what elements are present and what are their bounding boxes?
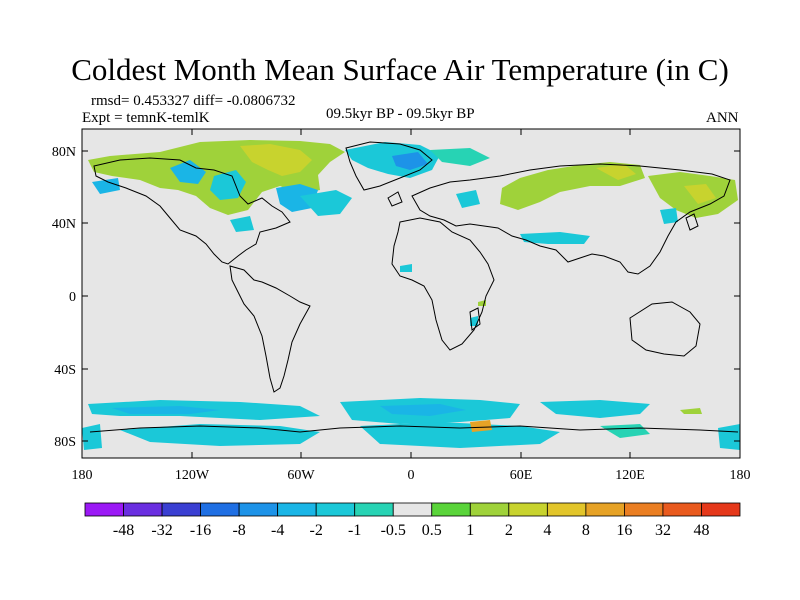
colorbar-swatch <box>277 502 317 517</box>
season-text: ANN <box>706 110 739 126</box>
coast-africa <box>391 217 495 351</box>
lon-label-60w: 60W <box>287 468 315 483</box>
colorbar-swatch <box>585 502 625 517</box>
colorbar-label: -32 <box>151 522 172 539</box>
colorbar-swatch <box>200 502 240 517</box>
patch-alaska-blue <box>92 178 120 194</box>
colorbar-swatch <box>161 502 201 517</box>
colorbar-swatch <box>546 502 587 517</box>
colorbar-swatch <box>123 502 163 517</box>
coast-japan <box>685 213 699 231</box>
lon-label-60e: 60E <box>510 468 533 483</box>
coast-australia <box>629 301 701 357</box>
colorbar-label: 16 <box>616 522 632 539</box>
colorbar-swatch <box>315 502 356 517</box>
colorbar-label: 32 <box>655 522 671 539</box>
patch-antarctica-edge-east <box>718 424 740 450</box>
patch-southern-ocean-west-blue <box>112 406 220 414</box>
colorbar-swatch <box>624 502 664 517</box>
colorbar-swatch <box>701 502 741 517</box>
lon-label-180w: 180 <box>72 468 93 483</box>
experiment-text: Expt = temnK-temlK <box>82 110 210 126</box>
patch-greenland-cyan <box>345 142 440 178</box>
coastlines <box>89 141 739 433</box>
patch-canada-blue <box>170 160 206 184</box>
patch-norway-teal <box>430 148 490 166</box>
patch-antarctica-orange <box>470 420 492 432</box>
patch-europe-cyan <box>456 190 480 208</box>
patch-siberia-yellow <box>596 164 636 180</box>
colorbar-label: 0.5 <box>422 522 442 539</box>
colorbar-swatch <box>469 502 510 517</box>
patch-arctic-yellow <box>240 144 312 176</box>
colorbar-label: -8 <box>232 522 245 539</box>
lon-label-120w: 120W <box>175 468 210 483</box>
colorbar-swatch <box>431 502 471 517</box>
lat-label-80s: 80S <box>54 435 76 450</box>
patch-hudson-cyan <box>210 170 246 200</box>
patch-middle-east-cyan <box>520 232 590 244</box>
coast-antarctica <box>89 425 739 433</box>
colorbar-label: -16 <box>190 522 211 539</box>
axis-ticks <box>81 129 741 458</box>
colorbar-swatch <box>354 502 394 517</box>
coast-south-america <box>229 265 311 393</box>
patch-atlantic-cyan <box>300 190 352 216</box>
colorbar-label: -0.5 <box>381 522 406 539</box>
colorbar-swatch <box>508 502 548 517</box>
lat-label-80n: 80N <box>52 145 76 160</box>
patch-antarctica-east <box>360 422 560 448</box>
coast-britain <box>387 191 403 207</box>
colorbar-label: -48 <box>113 522 134 539</box>
lon-label-180e: 180 <box>730 468 751 483</box>
colorbar: -48 -32 -16 -8 -4 -2 -1 -0.5 0.5 1 2 4 8 16 32 48 <box>84 502 741 539</box>
patch-madagascar-cyan <box>470 316 478 326</box>
period-text: 09.5kyr BP - 09.5kyr BP <box>326 106 475 122</box>
patch-us-cyan <box>230 216 254 232</box>
patch-antarctica-edge-west <box>82 424 102 450</box>
colorbar-label: 2 <box>505 522 513 539</box>
colorbar-swatch <box>662 502 702 517</box>
patch-southern-green <box>680 408 702 414</box>
coast-madagascar <box>469 307 481 331</box>
patch-japan-cyan <box>660 208 678 224</box>
colorbar-swatch <box>238 502 279 517</box>
lat-label-0: 0 <box>69 290 76 305</box>
stats-text: rmsd= 0.453327 diff= -0.0806732 <box>91 93 296 109</box>
patch-kamchatka-yellow <box>684 184 716 204</box>
patch-labrador-blue <box>276 184 318 212</box>
patch-africa-cyan <box>400 264 412 272</box>
lat-label-40s: 40S <box>54 363 76 378</box>
patch-southern-ocean-indian <box>540 400 650 418</box>
plot-title: Coldest Month Mean Surface Air Temperatu… <box>71 52 729 87</box>
lon-label-0: 0 <box>408 468 415 483</box>
colorbar-label: 48 <box>693 522 709 539</box>
colorbar-swatch <box>392 502 433 517</box>
colorbar-label: -1 <box>348 522 361 539</box>
colorbar-label: 4 <box>543 522 551 539</box>
coast-eurasia <box>411 163 731 275</box>
lon-label-120e: 120E <box>615 468 645 483</box>
coast-greenland <box>345 141 433 191</box>
patch-antarctica-teal <box>600 424 650 438</box>
colorbar-label: -2 <box>310 522 323 539</box>
colorbar-label: 8 <box>582 522 590 539</box>
lat-label-40n: 40N <box>52 217 76 232</box>
colorbar-label: -4 <box>271 522 284 539</box>
coast-north-america <box>93 157 291 265</box>
anomaly-patches <box>82 140 740 450</box>
patch-greenland-blue <box>392 152 428 170</box>
colorbar-label: 1 <box>466 522 474 539</box>
patch-southern-ocean-atlantic-blue <box>380 404 466 416</box>
colorbar-swatch <box>84 502 124 517</box>
